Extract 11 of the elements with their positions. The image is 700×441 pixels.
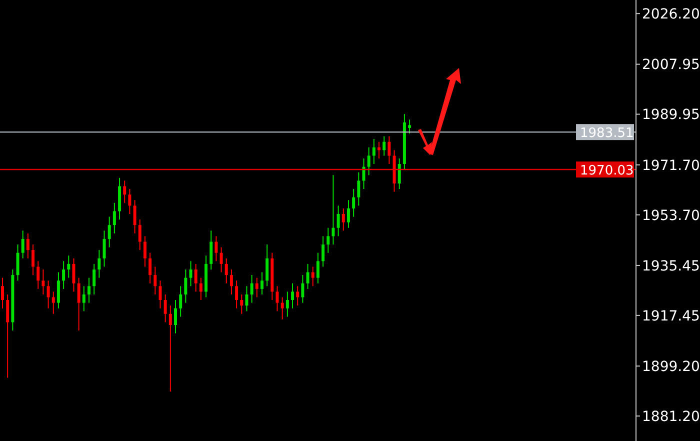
y-tick-label: 2026.20 bbox=[642, 6, 700, 23]
ref-line-label: 1983.51 bbox=[580, 126, 634, 142]
y-tick-label: 1917.45 bbox=[642, 308, 700, 324]
y-tick-label: 2007.95 bbox=[642, 57, 700, 74]
y-tick-label: 1971.70 bbox=[642, 158, 700, 174]
ref-line-label: 1970.03 bbox=[580, 163, 634, 178]
y-tick-label: 1953.70 bbox=[642, 208, 700, 224]
y-tick-label: 1881.20 bbox=[642, 408, 700, 425]
y-tick-label: 1935.45 bbox=[642, 258, 700, 274]
y-tick-label: 1989.95 bbox=[642, 107, 700, 124]
y-tick-label: 1899.20 bbox=[642, 359, 700, 376]
